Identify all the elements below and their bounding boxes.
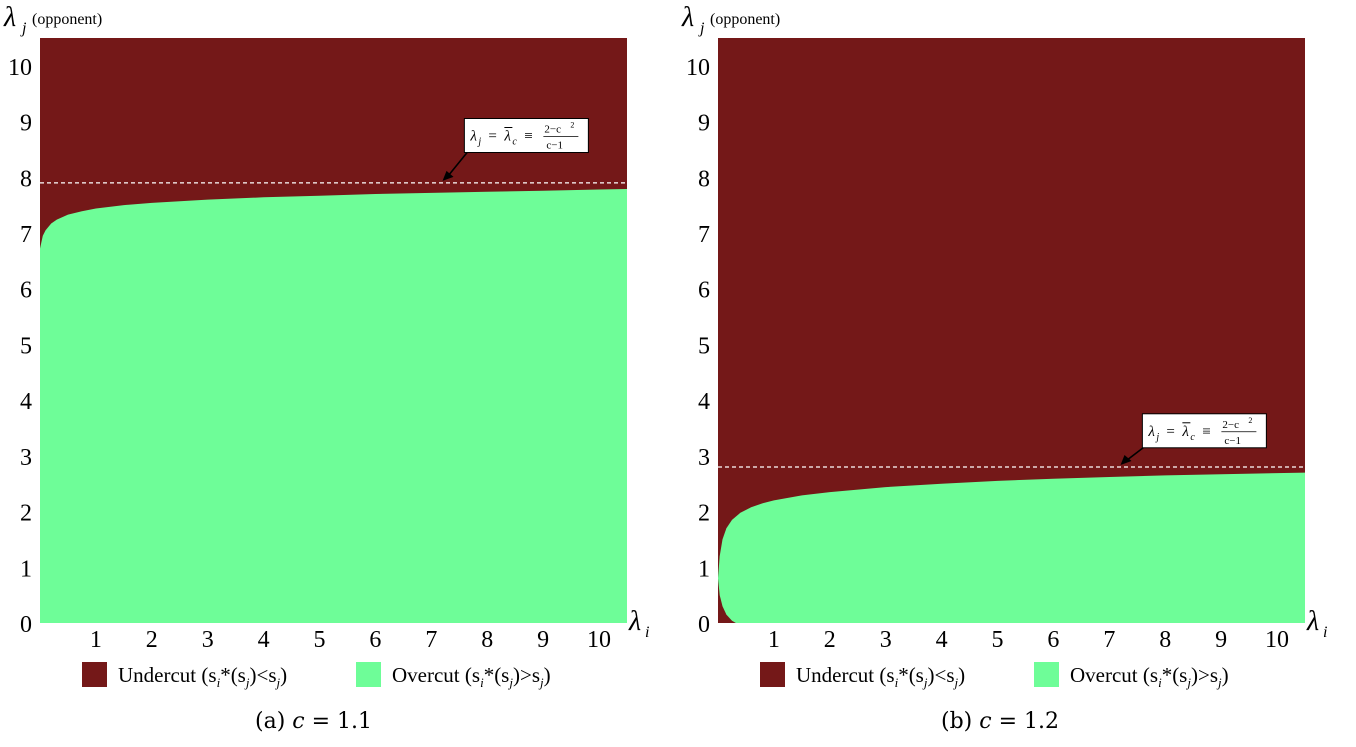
panel-b-annotation-num-sup: 2 (1248, 416, 1252, 425)
caption-a-letter: (a) (255, 709, 286, 734)
panel-b-y-label-sub: j (698, 20, 705, 37)
caption-b-value: = 1.2 (998, 709, 1059, 734)
panel-a-x-tick-label: 10 (587, 627, 611, 653)
panel-b-x-tick-label: 1 (768, 627, 780, 653)
panel-a-x-tick-label: 2 (146, 627, 158, 653)
panel-a-y-tick-label: 6 (20, 278, 32, 304)
panel-b-y-tick-label: 5 (698, 333, 710, 359)
panel-a-annotation-den: c−1 (546, 140, 563, 152)
panel-a-annotation-rhs: λ (503, 129, 511, 145)
panel-b-x-tick-label: 7 (1103, 627, 1115, 653)
panel-b-annotation-equiv: ≡ (1202, 424, 1210, 440)
panel-a-y-tick-label: 2 (20, 501, 32, 527)
panel-a-legend-label-undercut: Undercut (si*(sj)<sj) (118, 663, 287, 690)
panel-a-overcut-region (40, 189, 627, 623)
panel-b-x-tick-label: 9 (1215, 627, 1227, 653)
panel-a-y-tick-label: 9 (20, 111, 32, 137)
panel-a-legend-swatch-undercut (82, 662, 107, 687)
caption-a-value: = 1.1 (311, 709, 373, 734)
panel-b-y-tick-label: 1 (698, 556, 710, 582)
caption-a: (a) c = 1.1 (255, 709, 372, 734)
panel-b-x-tick-label: 6 (1047, 627, 1059, 653)
panel-b-annotation-eq: = (1166, 424, 1174, 440)
panel-b-annotation-den: c−1 (1224, 435, 1241, 447)
panel-b-y-tick-label: 4 (698, 389, 710, 415)
panel-a-x-label-main: λ (628, 606, 641, 637)
panel-b-y-tick-label: 7 (698, 222, 710, 248)
panel-b-annotation-lhs-sub: j (1154, 432, 1159, 443)
panel-b-annotation-num: 2−c (1222, 419, 1239, 431)
panel-b-y-tick-label: 9 (698, 111, 710, 137)
panel-b-annotation-box (1141, 413, 1267, 449)
panel-b-y-tick-label: 2 (698, 501, 710, 527)
panel-a-annotation-equiv: ≡ (524, 129, 532, 145)
panel-b-legend-label-overcut: Overcut (si*(sj)>sj) (1070, 663, 1229, 690)
panel-a-y-tick-label: 0 (20, 612, 32, 638)
panel-a-y-tick-label: 1 (20, 556, 32, 582)
panel-a-x-tick-label: 3 (202, 627, 214, 653)
panel-b-legend-label-undercut: Undercut (si*(sj)<sj) (796, 663, 965, 690)
panel-b-overcut-region (718, 472, 1305, 623)
panel-b-y-label-main: λ (681, 2, 694, 33)
panel-a-y-label-main: λ (3, 2, 16, 33)
panel-a-x-tick-label: 8 (481, 627, 493, 653)
panel-a-annotation-num: 2−c (544, 124, 561, 136)
panel-a-annotation-arrowhead (442, 170, 454, 181)
panel-a-annotation-num-sup: 2 (570, 121, 574, 130)
panel-b-x-label-sub: i (1323, 624, 1327, 641)
caption-a-param: c (292, 709, 305, 734)
panel-a-annotation-rhs-sub: c (512, 137, 517, 148)
panel-a-x-tick-label: 4 (258, 627, 270, 653)
panel-b-annotation-rhs-sub: c (1190, 432, 1195, 443)
caption-b-letter: (b) (941, 709, 973, 734)
panel-a-x-tick-label: 9 (537, 627, 549, 653)
panel-b-y-tick-label: 6 (698, 278, 710, 304)
panel-a-legend-swatch-overcut (356, 662, 381, 687)
panel-b-y-tick-label: 3 (698, 445, 710, 471)
panel-a-x-tick-label: 6 (369, 627, 381, 653)
panel-b-x-tick-label: 10 (1265, 627, 1289, 653)
panel-a-legend-label-overcut: Overcut (si*(sj)>sj) (392, 663, 551, 690)
panel-a-annotation-arrow (445, 147, 471, 179)
panel-a-y-tick-label: 8 (20, 166, 32, 192)
panel-b-legend-swatch-overcut (1034, 662, 1059, 687)
panel-a-y-tick-label: 4 (20, 389, 32, 415)
panel-b-annotation-arrowhead (1120, 455, 1132, 465)
panel-a-x-tick-label: 7 (425, 627, 437, 653)
panel-b-x-tick-label: 5 (992, 627, 1004, 653)
panel-b-y-label-note: (opponent) (710, 11, 780, 28)
panel-a-y-label-note: (opponent) (32, 11, 102, 28)
panel-a-annotation-lhs: λ (469, 129, 477, 145)
panel-a-annotation-eq: = (488, 129, 496, 145)
panel-a-y-tick-label: 3 (20, 445, 32, 471)
panel-b-y-tick-label: 8 (698, 166, 710, 192)
caption-b: (b) c = 1.2 (941, 709, 1059, 734)
panel-b-y-tick-label: 0 (698, 612, 710, 638)
panel-b-annotation-rhs: λ (1181, 424, 1189, 440)
panel-b-x-tick-label: 3 (880, 627, 892, 653)
panel-b-y-tick-label: 10 (686, 55, 710, 81)
panel-b-annotation-lhs: λ (1147, 424, 1155, 440)
panel-a-annotation-box (463, 118, 589, 153)
panel-a-y-tick-label: 10 (8, 55, 32, 81)
panel-a-x-label-sub: i (645, 624, 649, 641)
panel-a-x-tick-label: 5 (314, 627, 326, 653)
panel-b-legend-swatch-undercut (760, 662, 785, 687)
panel-a-annotation-lhs-sub: j (476, 137, 481, 148)
caption-b-param: c (979, 709, 992, 734)
panel-b-x-tick-label: 2 (824, 627, 836, 653)
panel-a-x-tick-label: 1 (90, 627, 102, 653)
panel-b-x-tick-label: 4 (936, 627, 948, 653)
panel-a-y-label-sub: j (20, 20, 27, 37)
panel-b-x-label-main: λ (1306, 606, 1319, 637)
panel-a-y-tick-label: 7 (20, 222, 32, 248)
panel-a-y-tick-label: 5 (20, 333, 32, 359)
panel-b-x-tick-label: 8 (1159, 627, 1171, 653)
